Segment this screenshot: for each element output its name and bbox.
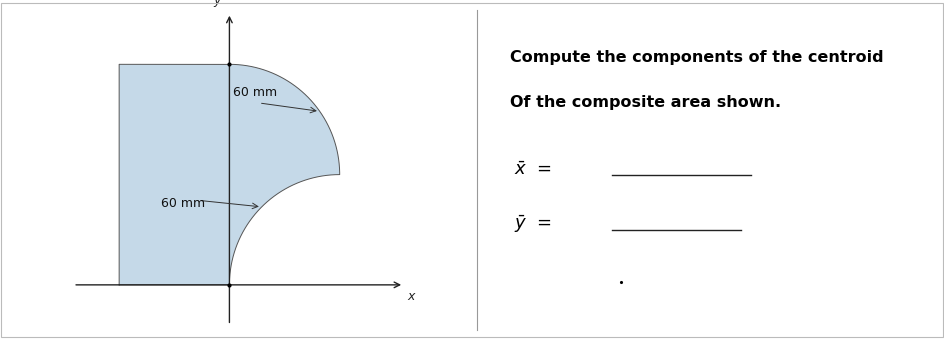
Text: Compute the components of the centroid: Compute the components of the centroid	[509, 50, 883, 65]
Text: $\bar{x}$  =: $\bar{x}$ =	[514, 161, 551, 179]
Text: $\bar{y}$  =: $\bar{y}$ =	[514, 214, 551, 235]
Text: Of the composite area shown.: Of the composite area shown.	[509, 95, 780, 109]
Polygon shape	[119, 64, 339, 285]
Text: y: y	[212, 0, 220, 7]
Text: 60 mm: 60 mm	[161, 197, 206, 210]
Text: x: x	[407, 290, 414, 303]
Text: 60 mm: 60 mm	[233, 86, 277, 99]
